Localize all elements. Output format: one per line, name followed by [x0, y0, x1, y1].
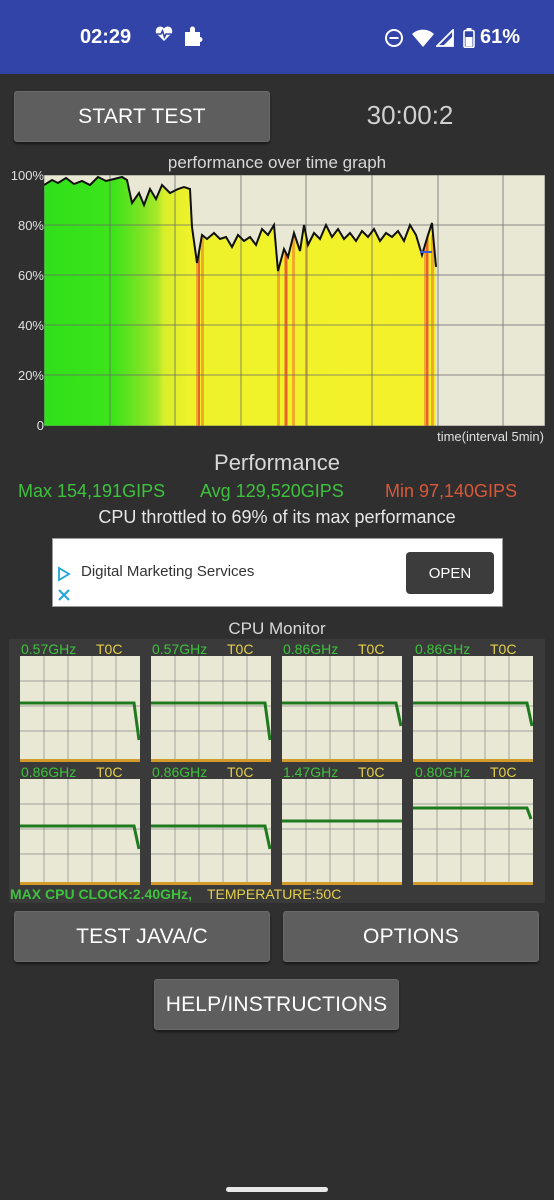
core-temperature: T0C [490, 641, 517, 657]
core-graph [413, 779, 533, 885]
ad-banner[interactable]: Digital Marketing Services OPEN [52, 538, 503, 607]
core-temperature: T0C [227, 764, 254, 780]
wifi-icon [411, 28, 435, 53]
performance-max: Max 154,191GIPS [18, 481, 166, 501]
y-tick-label: 60% [17, 268, 44, 283]
ad-text: Digital Marketing Services [81, 563, 255, 580]
do-not-disturb-icon [384, 28, 404, 53]
core-frequency: 0.57GHz [152, 641, 208, 657]
puzzle-icon [182, 24, 206, 53]
core-graph [413, 656, 533, 762]
core-frequency: 0.86GHz [21, 764, 77, 780]
heart-pulse-icon [154, 24, 174, 49]
cpu-temperature: TEMPERATURE:50C [207, 886, 342, 902]
performance-heading: Performance [214, 450, 340, 475]
core-frequency: 1.47GHz [283, 764, 339, 780]
core-graph [151, 656, 271, 762]
cpu-monitor-title: CPU Monitor [228, 619, 326, 638]
y-tick-label: 80% [17, 218, 44, 233]
y-tick-label: 0 [36, 418, 44, 433]
core-frequency: 0.86GHz [283, 641, 339, 657]
throttle-summary: CPU throttled to 69% of its max performa… [98, 507, 456, 527]
core-graph [282, 779, 402, 885]
y-tick-label: 40% [17, 318, 44, 333]
performance-min: Min 97,140GIPS [385, 481, 518, 501]
ad-choices-icon[interactable] [57, 566, 71, 587]
options-button[interactable]: OPTIONS [283, 911, 539, 962]
core-frequency: 0.57GHz [21, 641, 77, 657]
core-graph [151, 779, 271, 885]
core-temperature: T0C [358, 641, 385, 657]
battery-percent: 61% [480, 26, 521, 48]
graph-interval-label: time(interval 5min) [437, 429, 544, 444]
test-timer: 30:00:2 [366, 100, 454, 130]
core-frequency: 0.86GHz [415, 641, 471, 657]
performance-graph [44, 175, 545, 426]
status-bar: 02:29 61% [0, 0, 554, 74]
core-frequency: 0.80GHz [415, 764, 471, 780]
y-tick-label: 20% [17, 368, 44, 383]
core-graph [20, 779, 140, 885]
performance-avg: Avg 129,520GIPS [200, 481, 344, 501]
core-temperature: T0C [358, 764, 385, 780]
status-time: 02:29 [80, 26, 132, 48]
core-temperature: T0C [96, 641, 123, 657]
core-frequency: 0.86GHz [152, 764, 208, 780]
graph-title: performance over time graph [167, 153, 387, 172]
core-graph [20, 656, 140, 762]
start-test-button[interactable]: START TEST [14, 91, 270, 142]
help-instructions-button[interactable]: HELP/INSTRUCTIONS [154, 979, 399, 1030]
battery-icon [463, 28, 475, 53]
y-tick-label: 100% [10, 168, 44, 183]
core-temperature: T0C [227, 641, 254, 657]
ad-open-button[interactable]: OPEN [406, 552, 494, 594]
core-temperature: T0C [490, 764, 517, 780]
core-temperature: T0C [96, 764, 123, 780]
max-cpu-clock: MAX CPU CLOCK:2.40GHz, [10, 886, 193, 902]
ad-close-icon[interactable] [57, 588, 71, 607]
home-indicator[interactable] [226, 1187, 328, 1192]
test-java-c-button[interactable]: TEST JAVA/C [14, 911, 270, 962]
signal-icon [434, 27, 454, 52]
core-graph [282, 656, 402, 762]
